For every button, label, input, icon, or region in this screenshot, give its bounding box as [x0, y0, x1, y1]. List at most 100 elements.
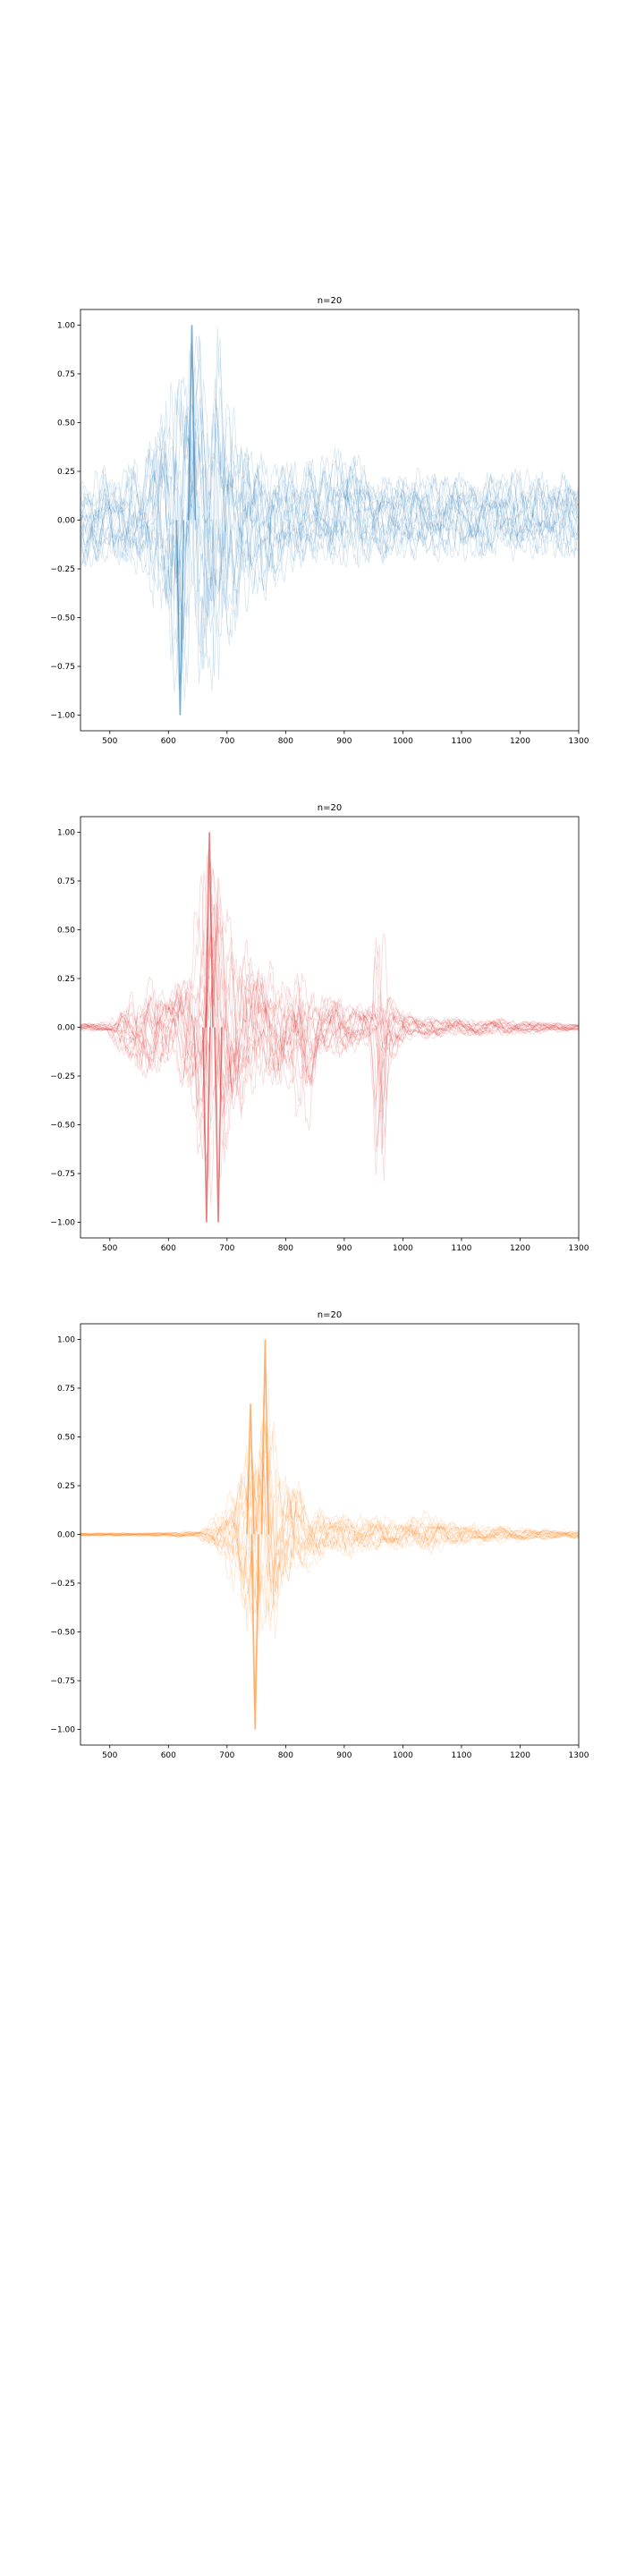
x-tick-label: 1000 [393, 1751, 413, 1760]
x-tick-label: 1200 [510, 1244, 530, 1253]
peak-mark [250, 1534, 260, 1730]
series-line [80, 430, 579, 591]
series-line [80, 877, 579, 1178]
series-line [80, 1460, 579, 1640]
peak-mark [246, 1403, 255, 1535]
x-tick-label: 800 [278, 737, 293, 746]
series-line [80, 397, 579, 700]
y-tick-label: −0.50 [50, 1122, 75, 1131]
series-line [80, 1473, 579, 1600]
series-line [80, 849, 579, 1150]
series-line [80, 445, 579, 606]
series-line [80, 326, 579, 662]
series-line [80, 416, 579, 618]
series-line [80, 386, 579, 684]
y-tick-label: 1.00 [57, 828, 75, 837]
chart-panel-3: n=20 500 600 700 800 900 1000 1100 1200 1300 1.00 0… [50, 1310, 589, 1760]
y-tick-label: −0.75 [50, 1170, 75, 1179]
y-tick-label: 1.00 [57, 1335, 75, 1344]
series-line [80, 894, 579, 1155]
y-tick-label: 0.75 [57, 877, 75, 886]
x-tick-label: 1100 [451, 1751, 471, 1760]
y-tick-label: 0.75 [57, 370, 75, 379]
series-line [80, 1421, 579, 1631]
y-tick-label: −0.25 [50, 565, 75, 574]
y-tick-label: −1.00 [50, 1726, 75, 1735]
series-line [80, 854, 579, 1179]
series-group [80, 325, 579, 716]
x-tick-label: 700 [219, 1751, 234, 1760]
series-line [80, 955, 579, 1123]
x-tick-label: 800 [278, 1244, 293, 1253]
chart-title: n=20 [318, 1310, 342, 1320]
x-tick-label: 900 [336, 1751, 352, 1760]
series-line [80, 1449, 579, 1585]
series-line [80, 1457, 579, 1622]
x-tick-label: 1300 [569, 1244, 589, 1253]
y-tick-label: −1.00 [50, 1219, 75, 1228]
series-line [80, 430, 579, 640]
y-tick-label: 0.50 [57, 419, 75, 428]
series-line [80, 418, 579, 595]
x-tick-label: 800 [278, 1751, 293, 1760]
series-group [80, 832, 579, 1223]
y-tick-label: 0.00 [57, 1531, 75, 1540]
x-tick-label: 1100 [451, 1244, 471, 1253]
series-line [80, 1459, 579, 1638]
y-tick-label: −0.25 [50, 1072, 75, 1081]
series-line [80, 869, 579, 1117]
y-tick-label: 0.75 [57, 1385, 75, 1394]
series-line [80, 877, 579, 1099]
x-tick-label: 600 [161, 1244, 176, 1253]
peak-mark [214, 1027, 223, 1223]
x-tick-label: 900 [336, 737, 352, 746]
series-line [80, 365, 579, 680]
y-tick-label: 0.25 [57, 468, 75, 477]
peak-mark [187, 325, 197, 521]
y-tick-label: 0.00 [57, 517, 75, 526]
series-line [80, 338, 579, 693]
y-tick-label: 0.25 [57, 1482, 75, 1491]
peak-mark [205, 832, 214, 1028]
x-tick-label: 1100 [451, 737, 471, 746]
series-line [80, 936, 579, 1160]
series-line [80, 377, 579, 670]
y-tick-label: −1.00 [50, 712, 75, 721]
series-line [80, 1427, 579, 1589]
chart-panel-2: n=20 500 600 700 800 900 1000 1100 1200 1300 1.00 0… [50, 803, 589, 1253]
series-line [80, 871, 579, 1118]
series-line [80, 406, 579, 603]
series-line [80, 1430, 579, 1707]
x-tick-label: 500 [102, 1244, 117, 1253]
x-tick-label: 1200 [510, 737, 530, 746]
series-line [80, 1465, 579, 1593]
chart-title: n=20 [318, 296, 342, 306]
peak-mark [175, 520, 185, 716]
y-tick-label: 0.50 [57, 926, 75, 935]
chart-title: n=20 [318, 803, 342, 813]
y-tick-label: −0.50 [50, 1629, 75, 1638]
y-tick-label: −0.25 [50, 1580, 75, 1589]
series-line [80, 906, 579, 1118]
x-tick-label: 1000 [393, 737, 413, 746]
x-tick-label: 700 [219, 737, 234, 746]
series-line [80, 335, 579, 647]
y-tick-label: −0.75 [50, 663, 75, 672]
series-line [80, 377, 579, 617]
series-line [80, 933, 579, 1089]
y-tick-label: −0.75 [50, 1677, 75, 1686]
y-tick-label: 0.00 [57, 1024, 75, 1033]
x-tick-label: 700 [219, 1244, 234, 1253]
series-line [80, 1434, 579, 1614]
x-tick-label: 1300 [569, 737, 589, 746]
x-tick-label: 500 [102, 1751, 117, 1760]
series-line [80, 1416, 579, 1580]
x-tick-label: 1000 [393, 1244, 413, 1253]
x-tick-label: 600 [161, 1751, 176, 1760]
x-tick-label: 600 [161, 737, 176, 746]
chart-panel-1: n=20 500 600 700 800 900 1000 1100 1200 1300 1.00 0… [50, 296, 589, 746]
peak-mark [202, 1027, 211, 1223]
series-line [80, 1457, 579, 1619]
peak-mark [260, 1339, 270, 1535]
